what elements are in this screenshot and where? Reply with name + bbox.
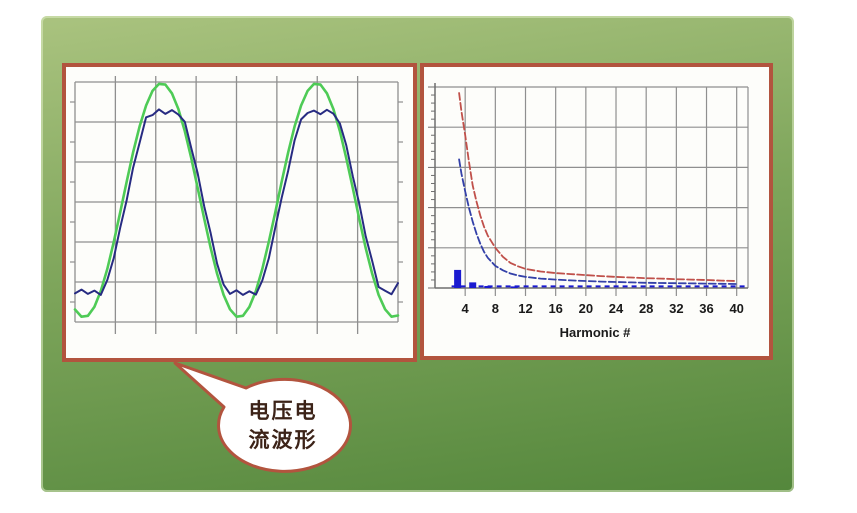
- svg-text:28: 28: [639, 301, 653, 316]
- svg-text:12: 12: [518, 301, 532, 316]
- harmonic-panel: 4 8 12 16 20 24 28 32 36 40 Harmonic #: [420, 63, 773, 360]
- svg-text:40: 40: [729, 301, 743, 316]
- harmonic-axis-label: Harmonic #: [559, 325, 631, 340]
- svg-text:8: 8: [492, 301, 499, 316]
- svg-text:20: 20: [579, 301, 593, 316]
- svg-text:32: 32: [669, 301, 683, 316]
- svg-text:24: 24: [609, 301, 624, 316]
- callout-line-2: 流波形: [248, 427, 318, 452]
- svg-text:16: 16: [548, 301, 562, 316]
- svg-text:36: 36: [699, 301, 713, 316]
- harmonic-chart: 4 8 12 16 20 24 28 32 36 40: [428, 83, 749, 316]
- callout-line-1: 电压电: [248, 398, 318, 423]
- waveform-chart: [70, 76, 403, 334]
- waveform-panel: [62, 63, 417, 362]
- callout-shape: [173, 361, 352, 473]
- svg-text:4: 4: [462, 301, 470, 316]
- callout-text: 电压电 流波形: [213, 396, 353, 454]
- callout-bubble: [173, 361, 352, 473]
